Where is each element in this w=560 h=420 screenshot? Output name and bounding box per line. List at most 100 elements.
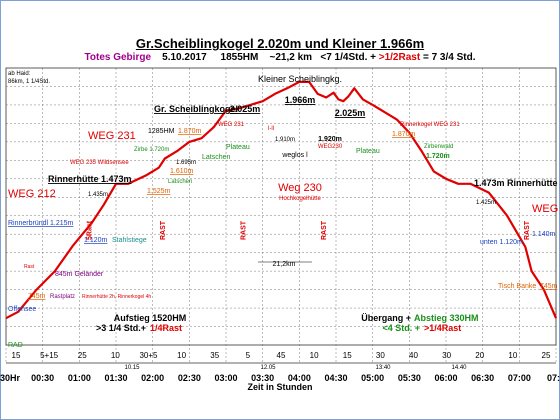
x-tick-label: 04:00 [288, 373, 311, 383]
annotation-1920: 1.920m [318, 136, 342, 143]
annotation-rastplatz: Rastplatz [50, 294, 75, 300]
annotation-offensee: Offensee [8, 306, 36, 313]
segment-minutes-label: 25 [78, 351, 87, 360]
annotation-1610: 1.610m [170, 168, 194, 175]
annotation-rinnerhuette-right: 1.473m Rinnerhütte [474, 178, 558, 188]
elevation-line [5, 80, 558, 320]
annotation-1720-right: 1.720m [426, 153, 450, 160]
segment-minutes-label: 15 [12, 351, 21, 360]
annotation-1140: 1.140m [532, 231, 556, 238]
x-tick-label: 0:30Hr [0, 373, 21, 383]
annotation-rast-small: Rast [24, 264, 35, 270]
annotation-stahlstiege: Stahlstiege [112, 237, 147, 244]
segment-minutes-label: 30+5 [139, 351, 158, 360]
annotation-weg235: WEG 235 Wildsensee [70, 160, 129, 166]
x-tick-label: 06:30 [471, 373, 494, 383]
annotation-1425: 1.425m [476, 200, 496, 206]
annotation-gelaender: 845m Geländer [55, 271, 104, 278]
annotation-1870: 1.870m [178, 128, 202, 135]
annotation-start-distance: 86km, 1 1/4Std. [8, 79, 50, 85]
subtitle-time-a: <7 1/4Std. + [320, 52, 376, 63]
subtitle-time-b: >1/2Rast [378, 52, 421, 63]
x-tick-label: 03:30 [251, 373, 274, 383]
segment-minutes-label: 15 [343, 351, 352, 360]
annotation-1435: 1.435m [88, 192, 108, 198]
annotation-start-label: ab Haid: [8, 71, 31, 77]
annotation-1120: 1.120m [84, 237, 108, 244]
annotation-plateau-right: Plateau [356, 148, 380, 155]
annotation-uebergang: Übergang + [361, 313, 411, 323]
x-tick-label: 02:30 [178, 373, 201, 383]
annotation-latschen2: Latschen [168, 179, 192, 185]
annotation-weg212: WEG 212 [8, 188, 56, 200]
x-tick-label: 03:00 [214, 373, 237, 383]
annotation-weg230-top: WEG230 [318, 144, 343, 150]
annotation-weg231-right: Rinnerkogel WEG 231 [400, 122, 460, 128]
x-tick-label: 04:30 [324, 373, 347, 383]
annotation-rinnerbruendl: Rinnerbründl 1.215m [8, 220, 74, 227]
segment-minutes-label: 10 [111, 351, 120, 360]
segment-minutes-label: 5+15 [40, 351, 59, 360]
annotation-745: 745m [28, 293, 46, 300]
x-tick-label: 00:30 [31, 373, 54, 383]
annotation-1120-right: unten 1.120m [480, 239, 523, 246]
annotation-kleiner-name: Kleiner Scheiblingkg. [258, 74, 342, 84]
rast-vertical-label: RAST [160, 220, 167, 240]
x-tick-label: 07:00 [508, 373, 531, 383]
annotation-abstieg: Abstieg 330HM [414, 313, 479, 323]
rast-vertical-label: RAST [321, 220, 328, 240]
annotation-zirbe-left: Zirbe 1.720m [134, 147, 169, 153]
annotation-right-alt: 2.025m [335, 108, 366, 118]
annotation-1525: 1.525m [147, 188, 171, 195]
annotation-hochkogelhuette: Hochkogelhütte [279, 196, 321, 202]
subtitle-hm: 1855HM [220, 52, 259, 63]
annotation-time-1440: 14.40 [451, 365, 467, 371]
segment-minutes-label: 30 [376, 351, 385, 360]
annotation-weglos: weglos l [281, 152, 308, 159]
annotation-1870-right: 1.870m [392, 131, 416, 138]
annotation-weg231-small: WEG 231 [218, 122, 245, 128]
annotation-1695: 1.695m [176, 160, 196, 166]
annotation-aufstieg-rast: 1/4Rast [150, 323, 182, 333]
rast-vertical-label: RAST [241, 220, 248, 240]
annotation-gr-name: Gr. Scheiblingkogel [154, 104, 238, 114]
annotation-zirbenwald: Zirbenwald [424, 144, 453, 150]
subtitle-km: ~21,2 km [269, 52, 313, 63]
annotation-gr-alt: 2.025m [230, 104, 261, 114]
x-tick-label: 07:3 [547, 373, 560, 383]
x-tick-label: 02:00 [141, 373, 164, 383]
segment-minutes-label: 45 [277, 351, 286, 360]
segment-minutes-label: 10 [508, 351, 517, 360]
subtitle-date: 5.10.2017 [162, 52, 207, 63]
x-tick-label: 01:30 [104, 373, 127, 383]
plot-area [5, 67, 557, 346]
annotation-hm1285: 1285HM [148, 128, 175, 135]
annotation-rinnerhuette-left: Rinnerhütte 1.473m [48, 174, 132, 184]
annotation-aufstieg-time: >3 1/4 Std.+ [96, 323, 146, 333]
annotation-ill: l-ll [268, 126, 274, 132]
rast-vertical-label: 5Rast [87, 220, 94, 240]
chart-title: Gr.Scheiblingkogel 2.020m und Kleiner 1.… [135, 36, 425, 51]
segment-minutes-label: 25 [542, 351, 551, 360]
annotation-plateau-left: Plateau [226, 144, 250, 151]
x-tick-label: 01:00 [68, 373, 91, 383]
x-tick-label: 06:00 [434, 373, 457, 383]
segment-minutes-label: 35 [210, 351, 219, 360]
x-axis-label: Zeit in Stunden [248, 382, 313, 392]
segment-minutes-label: 20 [475, 351, 484, 360]
annotation-kleiner-alt: 1.966m [285, 95, 316, 105]
subtitle-group: Totes Gebirge [84, 52, 152, 63]
rad-label: RAD [8, 342, 23, 349]
annotation-rinnerhuette-2h: Rinnerhütte 2h, Rinnerkogel 4h [82, 294, 151, 300]
x-tick-label: 05:30 [398, 373, 421, 383]
segment-minutes-label: 10 [177, 351, 186, 360]
annotation-time-1015: 10.15 [124, 365, 140, 371]
annotation-weg231-left: WEG 231 [88, 130, 136, 142]
annotation-tischbanke: Tisch Banke [498, 283, 536, 290]
segment-minutes-label: 10 [310, 351, 319, 360]
segment-minutes-label: 30 [442, 351, 451, 360]
annotation-weg230-big: Weg 230 [278, 182, 322, 194]
subtitle-time-c: = 7 3/4 Std. [422, 52, 476, 63]
annotation-1910: 1.910m [275, 137, 295, 143]
